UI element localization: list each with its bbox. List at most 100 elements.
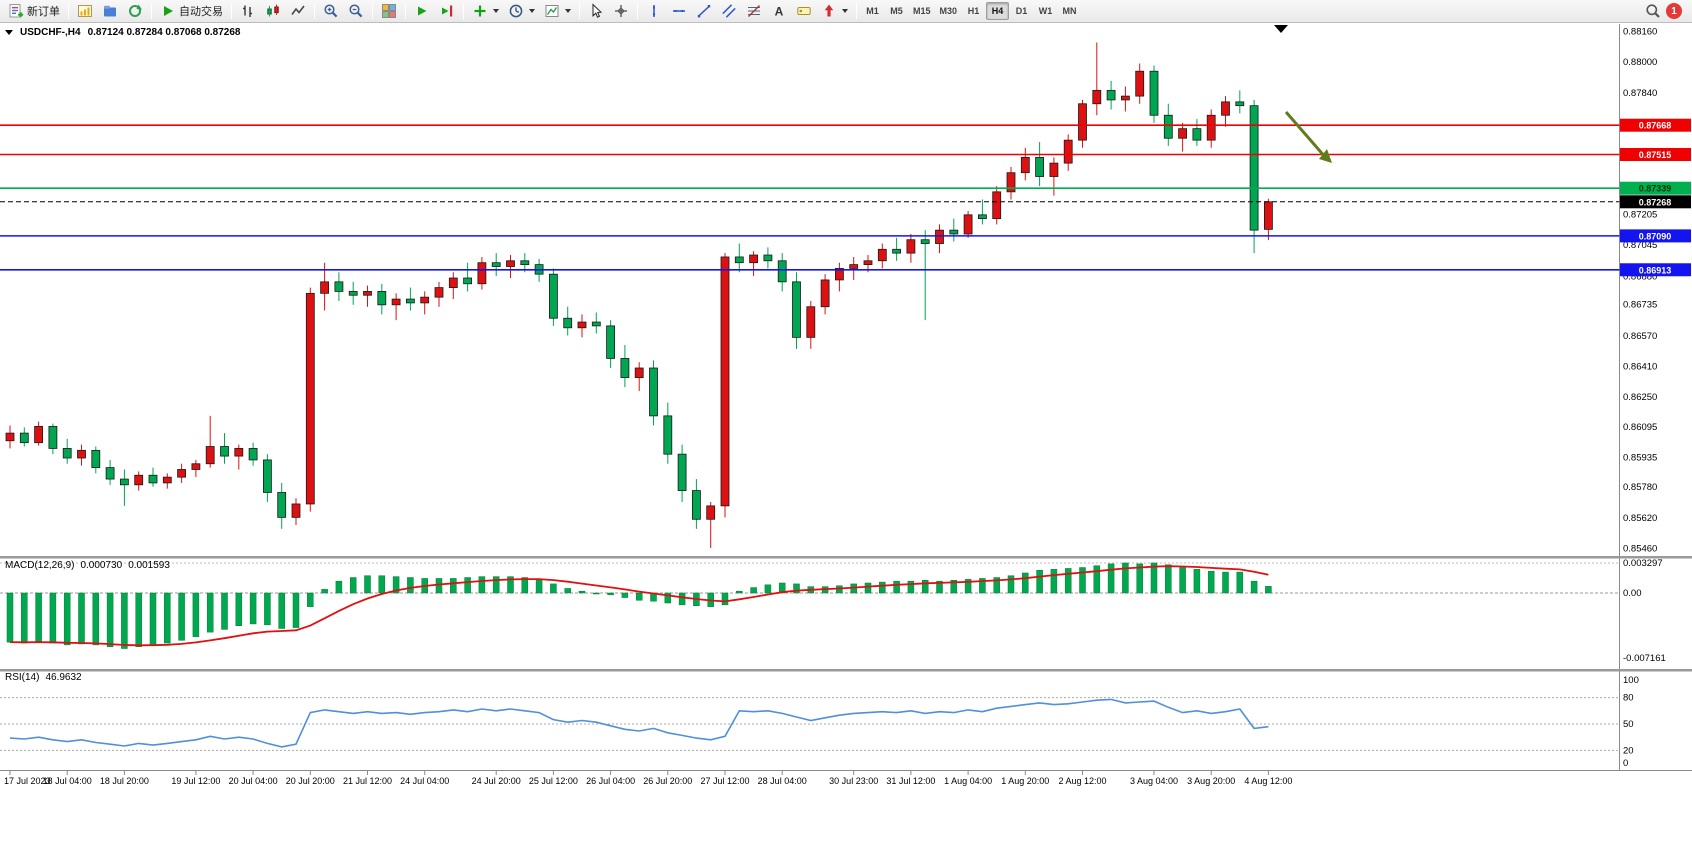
new-chart-icon	[77, 3, 93, 19]
toolbar-separator	[314, 3, 315, 19]
svg-text:0.87045: 0.87045	[1623, 240, 1657, 251]
svg-text:24 Jul 20:00: 24 Jul 20:00	[472, 776, 521, 786]
fibonacci-icon[interactable]	[742, 1, 766, 21]
templates-button[interactable]	[540, 1, 575, 21]
symbol-timeframe: USDCHF-,H4	[20, 27, 81, 38]
timeframe-h4[interactable]: H4	[986, 2, 1010, 20]
svg-text:26 Jul 04:00: 26 Jul 04:00	[586, 776, 635, 786]
toolbar-separator	[151, 3, 152, 19]
horizontal-line-icon[interactable]	[667, 1, 691, 21]
price-badge	[1620, 263, 1691, 277]
chart-shift-icon[interactable]	[435, 1, 459, 21]
svg-text:21 Jul 12:00: 21 Jul 12:00	[343, 776, 392, 786]
text-label-icon[interactable]	[792, 1, 816, 21]
svg-text:27 Jul 12:00: 27 Jul 12:00	[700, 776, 749, 786]
new-order-button[interactable]: 新订单	[4, 1, 64, 21]
toolbar-separator	[68, 3, 69, 19]
line-chart-icon[interactable]	[286, 1, 310, 21]
profiles-icon	[102, 3, 118, 19]
autotrading-button[interactable]: 自动交易	[156, 1, 227, 21]
svg-text:0.85620: 0.85620	[1623, 513, 1657, 524]
arrows-icon[interactable]	[817, 1, 852, 21]
trendline-icon[interactable]	[692, 1, 716, 21]
timeframe-m30[interactable]: M30	[936, 2, 962, 20]
price-badge-label: 0.87268	[1639, 197, 1672, 207]
svg-text:31 Jul 12:00: 31 Jul 12:00	[886, 776, 935, 786]
toolbar-separator	[463, 3, 464, 19]
timeframe-mn[interactable]: MN	[1058, 2, 1081, 20]
macd-signal-line	[9, 565, 1269, 647]
timeframe-m1[interactable]: M1	[861, 2, 884, 20]
equidistant-channel-icon[interactable]	[717, 1, 741, 21]
toolbar-separator	[579, 3, 580, 19]
svg-text:0.86570: 0.86570	[1623, 331, 1657, 342]
timeframe-m15[interactable]: M15	[909, 2, 935, 20]
svg-text:3 Aug 04:00: 3 Aug 04:00	[1130, 776, 1178, 786]
bar-chart-icon[interactable]	[236, 1, 260, 21]
toolbar-separator	[372, 3, 373, 19]
refresh-icon[interactable]	[123, 1, 147, 21]
price-badge-label: 0.87668	[1639, 121, 1672, 131]
crosshair-icon[interactable]	[609, 1, 633, 21]
profiles-icon[interactable]	[98, 1, 122, 21]
tile-windows-icon[interactable]	[377, 1, 401, 21]
price-badge-label: 0.86913	[1639, 265, 1672, 275]
timeframe-h1[interactable]: H1	[962, 2, 985, 20]
price-badge	[1620, 229, 1691, 243]
svg-text:0: 0	[1623, 758, 1628, 769]
timeframe-w1[interactable]: W1	[1034, 2, 1057, 20]
auto-scroll-icon	[414, 3, 430, 19]
chart-menu-icon[interactable]	[5, 30, 13, 35]
svg-text:20 Jul 20:00: 20 Jul 20:00	[286, 776, 335, 786]
text-icon[interactable]: A	[767, 1, 791, 21]
indicators-button[interactable]	[468, 1, 503, 21]
chart-shift-icon	[439, 3, 455, 19]
cursor-icon	[588, 3, 604, 19]
toolbar: 新订单 自动交易 A M1 M5 M15 M30 H1 H4 D1 W1 MN 1	[0, 0, 1692, 23]
timeframe-m5[interactable]: M5	[885, 2, 908, 20]
macd-name: MACD(12,26,9)	[5, 560, 75, 571]
periods-icon	[508, 3, 524, 19]
notification-badge[interactable]: 1	[1666, 3, 1682, 19]
svg-text:0.00: 0.00	[1623, 588, 1642, 599]
new-order-label: 新订单	[27, 6, 60, 18]
zoom-out-icon[interactable]	[344, 1, 368, 21]
svg-text:0.86410: 0.86410	[1623, 362, 1657, 373]
rsi-value: 46.9632	[45, 672, 82, 683]
bar-marker-icon	[1274, 25, 1288, 33]
svg-text:50: 50	[1623, 719, 1634, 730]
toolbar-separator	[637, 3, 638, 19]
svg-text:0.003297: 0.003297	[1623, 558, 1663, 569]
search-button[interactable]	[1641, 1, 1665, 21]
panel-separator[interactable]	[0, 556, 1692, 559]
zoom-in-icon[interactable]	[319, 1, 343, 21]
arrow-annotation[interactable]	[1284, 111, 1332, 163]
vertical-line-icon[interactable]	[642, 1, 666, 21]
svg-text:19 Jul 12:00: 19 Jul 12:00	[171, 776, 220, 786]
cursor-icon[interactable]	[584, 1, 608, 21]
arrows-icon	[821, 3, 837, 19]
vertical-line-icon	[646, 3, 662, 19]
line-chart-icon	[290, 3, 306, 19]
timeframe-d1[interactable]: D1	[1010, 2, 1033, 20]
toolbar-separator	[856, 3, 857, 19]
chart-title: USDCHF-,H4 0.87124 0.87284 0.87068 0.872…	[5, 27, 241, 38]
macd-main-value: 0.000730	[80, 560, 123, 571]
candlestick-chart-icon[interactable]	[261, 1, 285, 21]
fibonacci-icon	[746, 3, 762, 19]
price-badge-label: 0.87515	[1639, 150, 1672, 160]
svg-text:26 Jul 20:00: 26 Jul 20:00	[643, 776, 692, 786]
svg-text:17 Jul 2023: 17 Jul 2023	[4, 776, 51, 786]
periods-button[interactable]	[504, 1, 539, 21]
price-axis[interactable]: 0.88160 0.88000 0.87840 0.87205 0.87045 0.868…	[1623, 27, 1657, 555]
candlesticks	[5, 42, 1273, 548]
price-badge	[1620, 118, 1691, 132]
horizontal-line-icon	[671, 3, 687, 19]
svg-text:A: A	[775, 5, 784, 19]
auto-scroll-icon[interactable]	[410, 1, 434, 21]
svg-text:18 Jul 20:00: 18 Jul 20:00	[100, 776, 149, 786]
panel-separator[interactable]	[0, 669, 1692, 672]
new-chart-icon[interactable]	[73, 1, 97, 21]
